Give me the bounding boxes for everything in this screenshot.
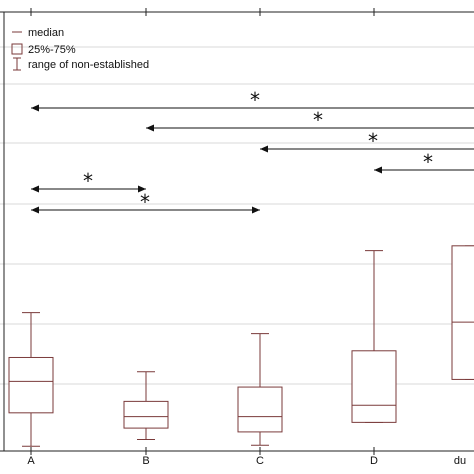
arrow-head-left [31,104,39,112]
significance-star: * [368,129,378,153]
legend-box-icon [11,43,23,55]
iqr-box [451,245,474,380]
x-tick-label: D [370,455,378,467]
arrow-head-left [260,145,268,153]
significance-star: * [83,169,93,193]
x-tick-label: C [256,455,264,467]
legend-label: median [28,27,64,39]
significance-star: * [140,190,150,214]
boxes [8,245,474,447]
box-C [237,333,283,446]
box-A [8,312,54,447]
box-D [351,250,397,423]
legend: median 25%-75% range of non-established [11,27,149,71]
box-B [123,371,169,441]
plot-frame [0,8,474,455]
significance-star: * [423,150,433,174]
legend-label: range of non-established [28,59,149,71]
x-tick-label: A [27,455,35,467]
arrow-head-left [146,124,154,132]
x-tick-label: du [454,455,466,467]
arrow-head-right [138,185,146,193]
box-du [451,245,474,380]
arrow-head-left [374,166,382,174]
iqr-box [8,356,54,414]
arrow-head-right [252,206,260,214]
gridlines [0,46,474,385]
significance-star: * [313,108,323,132]
iqr-box [237,386,283,433]
legend-label: 25%-75% [28,44,76,56]
significance-star: * [250,88,260,112]
comparison-arrows: * * * * * * [31,88,474,214]
arrow-head-left [31,206,39,214]
iqr-box [123,400,169,429]
arrow-head-left [31,185,39,193]
iqr-box [351,350,397,423]
x-tick-label: B [142,455,149,467]
